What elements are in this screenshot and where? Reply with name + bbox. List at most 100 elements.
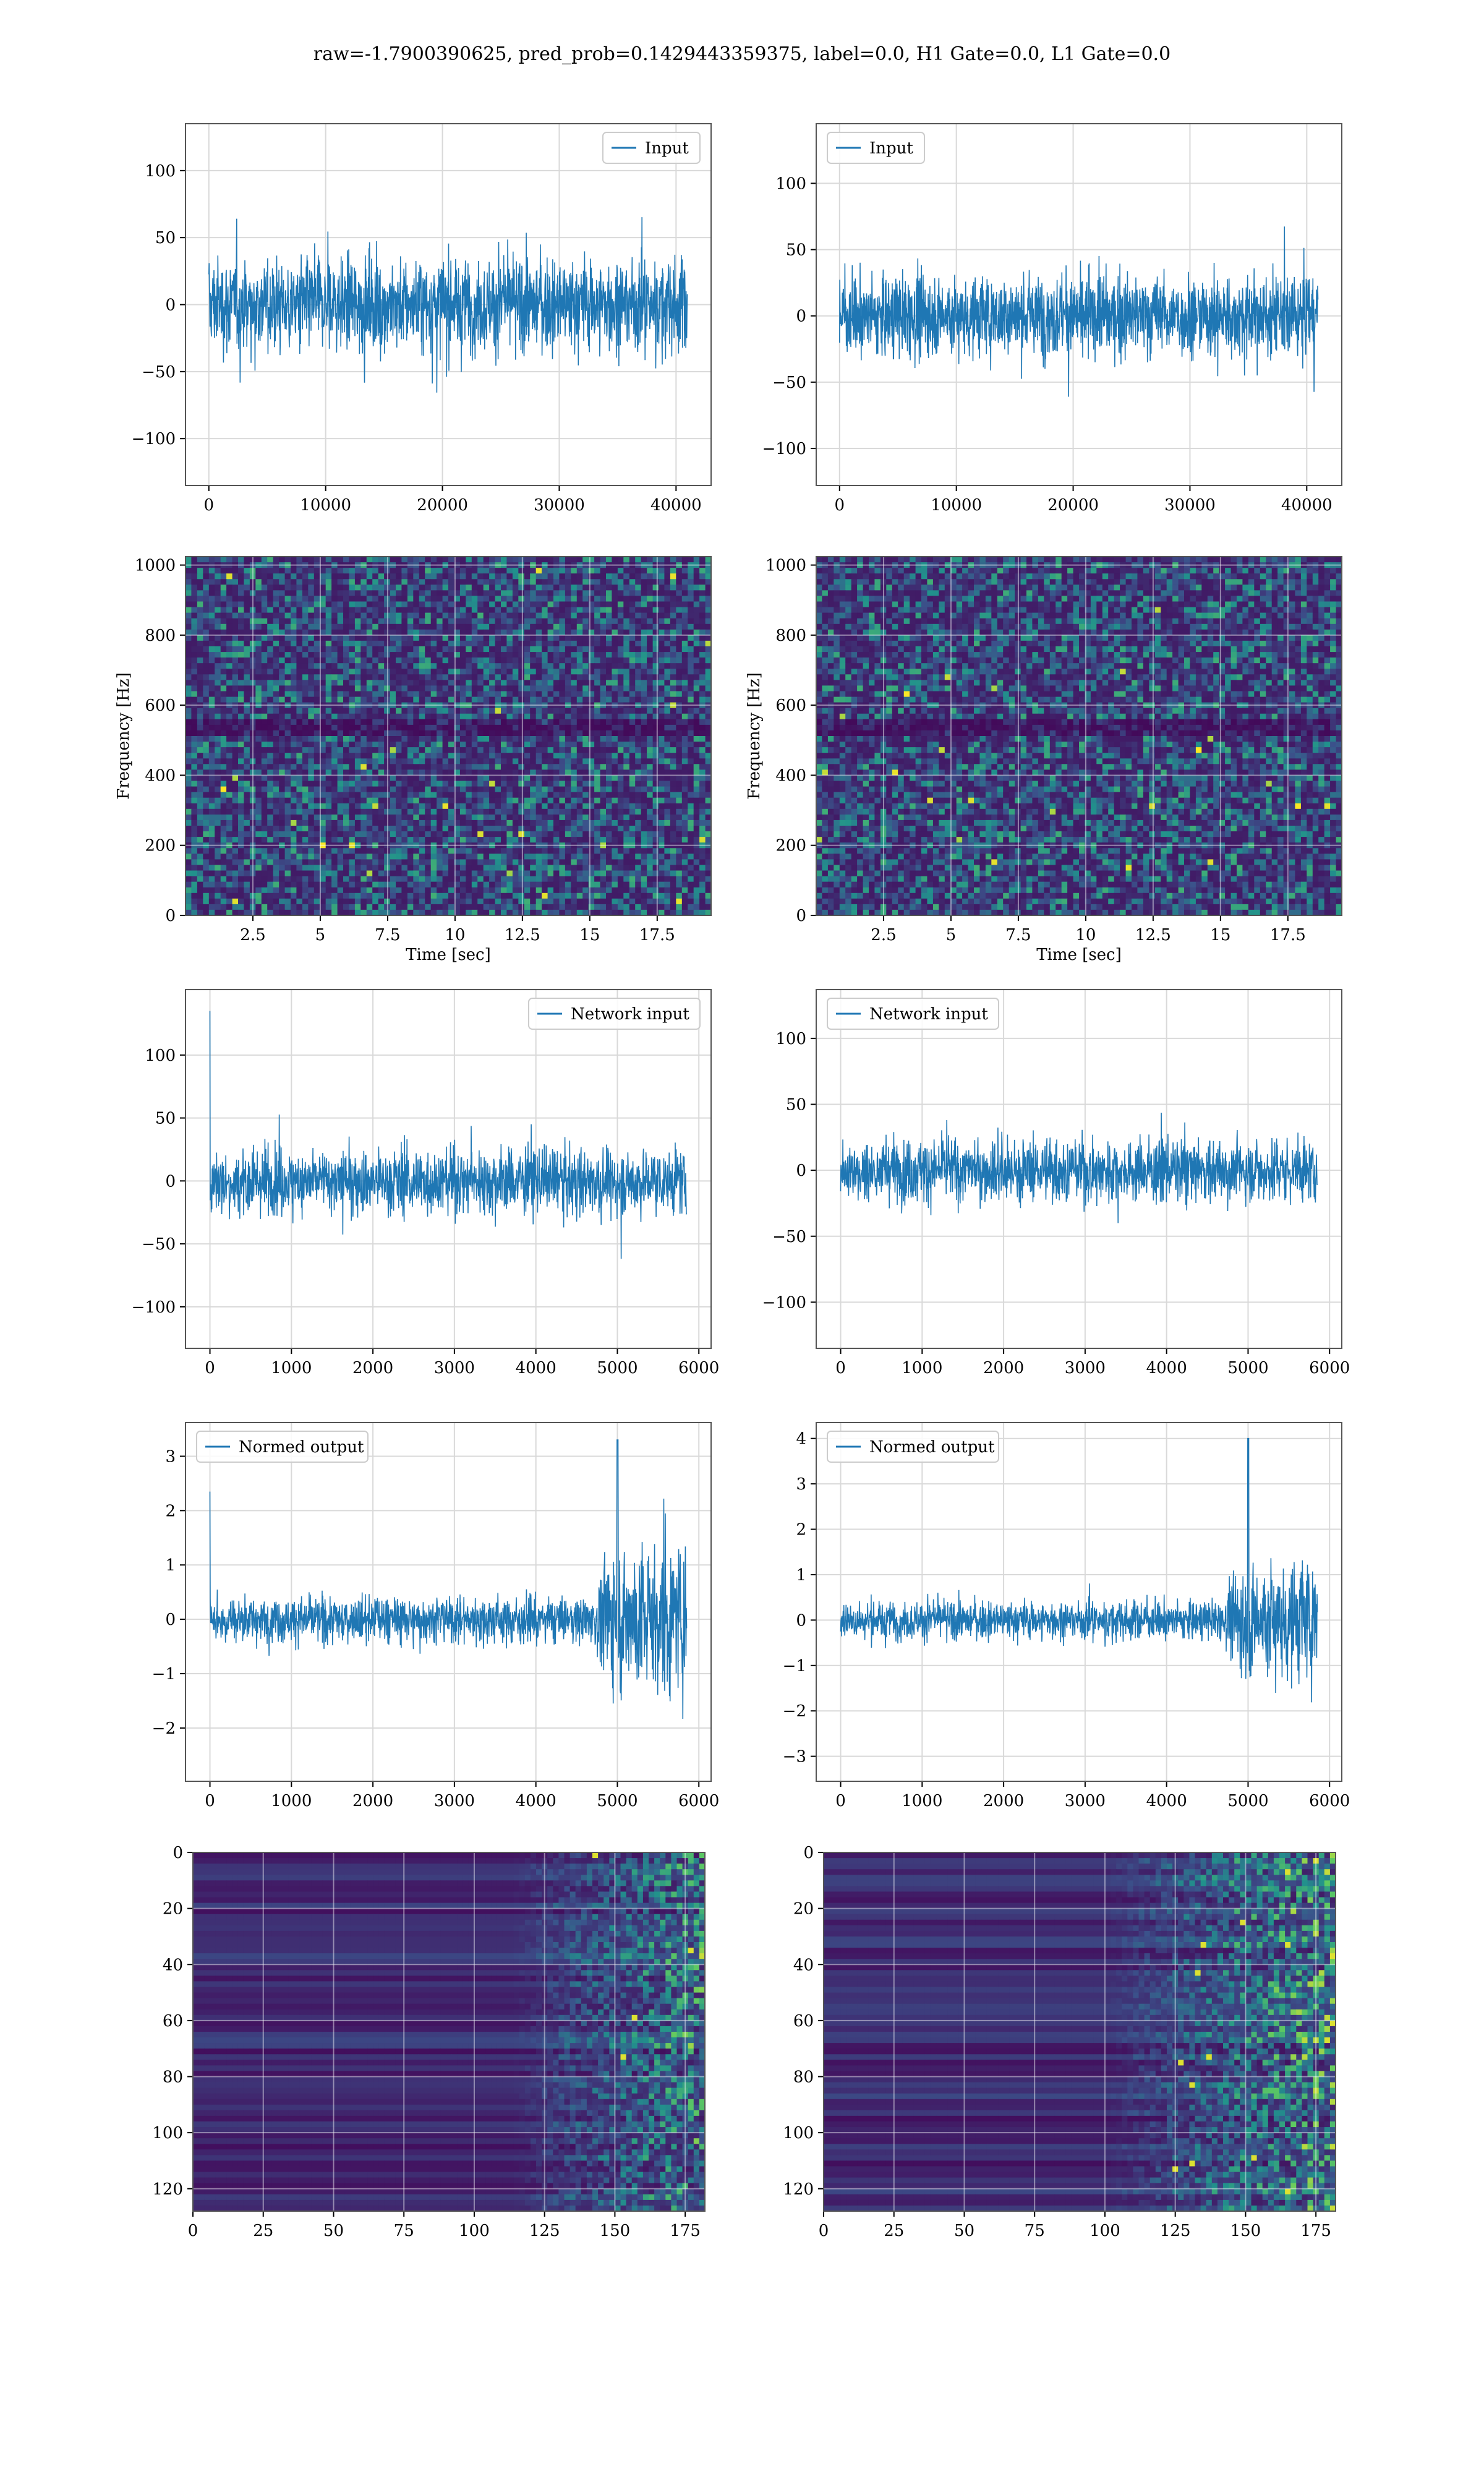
heatmap-cell <box>419 714 425 720</box>
heatmap-cell <box>594 708 600 714</box>
heatmap-cell <box>396 573 402 580</box>
heatmap-cell <box>582 618 589 625</box>
heatmap-cell <box>186 736 192 742</box>
heatmap-cell <box>530 747 536 753</box>
heatmap-cell <box>670 708 676 714</box>
heatmap-cell <box>448 848 454 854</box>
heatmap-cell <box>536 775 542 781</box>
heatmap-cell <box>279 557 285 563</box>
heatmap-cell <box>559 775 565 781</box>
heatmap-cell <box>460 753 466 759</box>
heatmap-cell <box>577 669 583 675</box>
heatmap-cell <box>355 758 361 764</box>
heatmap-cell <box>484 815 490 821</box>
heatmap-cell <box>255 742 262 748</box>
heatmap-cell <box>360 826 367 832</box>
heatmap-cell <box>279 573 285 580</box>
heatmap-cell <box>594 579 600 585</box>
heatmap-cell <box>401 652 407 658</box>
heatmap-cell <box>694 663 700 669</box>
heatmap-cell <box>291 635 297 641</box>
heatmap-cell <box>682 657 688 664</box>
heatmap-cell <box>524 747 531 753</box>
heatmap-cell <box>338 730 344 737</box>
heatmap-cell <box>699 747 706 753</box>
heatmap-cell <box>326 820 332 826</box>
heatmap-cell <box>443 663 449 669</box>
heatmap-cell <box>273 747 279 753</box>
heatmap-cell <box>477 573 484 580</box>
heatmap-cell <box>530 641 536 647</box>
heatmap-cell <box>612 787 618 793</box>
heatmap-cell <box>273 708 279 714</box>
heatmap-cell <box>699 758 706 764</box>
heatmap-cell <box>460 663 466 669</box>
heatmap-cell <box>466 753 472 759</box>
heatmap-cell <box>431 663 437 669</box>
heatmap-cell <box>221 730 227 737</box>
heatmap-cell <box>600 708 607 714</box>
heatmap-cell <box>699 730 706 737</box>
heatmap-cell <box>355 781 361 787</box>
heatmap-cell <box>326 809 332 815</box>
heatmap-cell <box>582 624 589 630</box>
heatmap-cell <box>612 781 618 787</box>
heatmap-cell <box>338 764 344 770</box>
heatmap-cell <box>390 859 396 865</box>
heatmap-cell <box>367 859 373 865</box>
heatmap-cell <box>682 831 688 837</box>
heatmap-cell <box>360 764 367 770</box>
heatmap-cell <box>565 669 571 675</box>
heatmap-cell <box>232 663 239 669</box>
heatmap-cell <box>571 837 577 843</box>
heatmap-cell <box>314 803 320 810</box>
heatmap-cell <box>518 775 524 781</box>
heatmap-cell <box>513 613 519 619</box>
heatmap-cell <box>197 584 203 591</box>
heatmap-cell <box>659 663 665 669</box>
heatmap-cell <box>542 657 548 664</box>
heatmap-cell <box>477 831 484 837</box>
heatmap-cell <box>407 781 414 787</box>
heatmap-cell <box>285 764 291 770</box>
heatmap-cell <box>582 848 589 854</box>
heatmap-cell <box>413 848 419 854</box>
heatmap-cell <box>548 596 554 602</box>
heatmap-cell <box>302 775 309 781</box>
heatmap-cell <box>355 568 361 574</box>
heatmap-cell <box>582 736 589 742</box>
heatmap-cell <box>302 764 309 770</box>
heatmap-cell <box>635 618 641 625</box>
heatmap-cell <box>635 596 641 602</box>
heatmap-cell <box>396 792 402 798</box>
heatmap-cell <box>331 646 338 653</box>
heatmap-cell <box>419 613 425 619</box>
heatmap-cell <box>437 573 443 580</box>
heatmap-cell <box>431 590 437 596</box>
heatmap-cell <box>308 708 314 714</box>
heatmap-cell <box>425 691 431 698</box>
heatmap-cell <box>419 803 425 810</box>
heatmap-cell <box>273 803 279 810</box>
heatmap-cell <box>390 758 396 764</box>
heatmap-cell <box>641 753 647 759</box>
heatmap-cell <box>653 764 659 770</box>
heatmap-cell <box>518 590 524 596</box>
heatmap-cell <box>221 697 227 703</box>
heatmap-cell <box>676 618 682 625</box>
heatmap-cell <box>495 669 501 675</box>
heatmap-cell <box>682 798 688 804</box>
heatmap-cell <box>670 714 676 720</box>
heatmap-cell <box>548 590 554 596</box>
heatmap-cell <box>477 652 484 658</box>
heatmap-cell <box>670 753 676 759</box>
heatmap-cell <box>203 815 209 821</box>
heatmap-cell <box>676 815 682 821</box>
heatmap-cell <box>378 753 385 759</box>
heatmap-cell <box>606 758 612 764</box>
heatmap-cell <box>495 848 501 854</box>
heatmap-cell <box>600 764 607 770</box>
heatmap-cell <box>653 742 659 748</box>
heatmap-cell <box>209 596 215 602</box>
heatmap-cell <box>466 787 472 793</box>
